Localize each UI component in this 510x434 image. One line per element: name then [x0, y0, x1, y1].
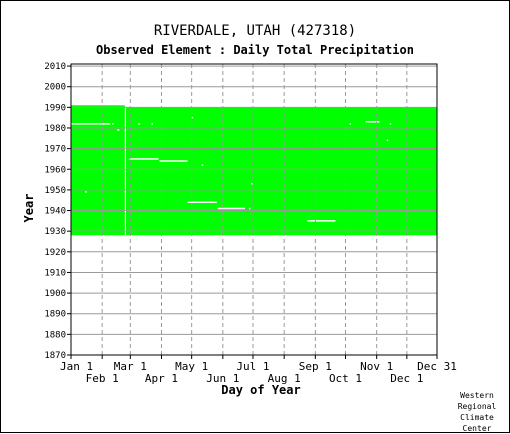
- credit-line: Western: [460, 391, 494, 400]
- x-tick-label: Apr 1: [145, 372, 178, 385]
- missing-segment: [248, 207, 251, 210]
- x-tick-label: Aug 1: [268, 372, 301, 385]
- x-tick-label: Jul 1: [236, 360, 269, 373]
- missing-segment: [386, 139, 389, 142]
- x-tick-label: Dec 1: [390, 372, 423, 385]
- y-tick-label: 1970: [44, 145, 66, 155]
- y-tick-label: 1930: [44, 227, 66, 237]
- x-tick-label: Feb 1: [86, 372, 119, 385]
- missing-segment: [138, 123, 140, 125]
- missing-segment: [349, 123, 352, 125]
- x-tick-label: Mar 1: [114, 360, 147, 373]
- missing-segment: [389, 123, 392, 125]
- y-tick-label: 1920: [44, 248, 66, 258]
- missing-segment: [191, 116, 194, 119]
- missing-segment: [365, 121, 380, 123]
- x-tick-label: Jun 1: [206, 372, 239, 385]
- credit-line: Climate: [460, 413, 494, 422]
- x-tick-label: Oct 1: [329, 372, 362, 385]
- credit-line: Regional: [457, 402, 497, 411]
- y-tick-label: 1960: [44, 165, 66, 175]
- missing-day-line: [124, 105, 126, 236]
- y-tick-label: 1980: [44, 124, 66, 134]
- y-tick-label: 1890: [44, 310, 66, 320]
- x-tick-label: Dec 31: [417, 360, 457, 373]
- missing-segment: [151, 123, 153, 125]
- y-tick-label: 1940: [44, 207, 66, 217]
- y-tick-label: 1910: [44, 268, 66, 278]
- y-tick-label: 1990: [44, 103, 66, 113]
- y-tick-label: 1900: [44, 289, 66, 299]
- chart-title: RIVERDALE, UTAH (427318): [153, 23, 357, 39]
- plot-area: [71, 64, 438, 355]
- y-tick-label: 1870: [44, 351, 66, 361]
- credit-line: Center: [462, 424, 492, 433]
- missing-segment: [117, 129, 120, 131]
- y-tick-label: 1880: [44, 330, 66, 340]
- plot-border: [70, 63, 438, 356]
- missing-segment: [159, 160, 188, 162]
- chart-subtitle: Observed Element : Daily Total Precipita…: [96, 43, 414, 57]
- missing-segment: [71, 123, 111, 125]
- missing-data-layer: [71, 105, 392, 236]
- x-tick-label: Nov 1: [360, 360, 393, 373]
- grid-layer: [71, 64, 437, 356]
- data-coverage-block: [125, 107, 438, 236]
- x-tick-label: Sep 1: [299, 360, 332, 373]
- missing-segment: [250, 182, 253, 185]
- missing-segment: [217, 207, 245, 210]
- y-tick-label: 1950: [44, 186, 66, 196]
- missing-segment: [85, 191, 87, 193]
- missing-segment: [201, 164, 204, 166]
- x-axis-label: Day of Year: [221, 383, 300, 397]
- x-tick-label: May 1: [175, 360, 208, 373]
- y-axis-label: Year: [22, 194, 36, 223]
- data-coverage-block: [71, 105, 126, 236]
- credit-text: Western Regional Climate Center: [452, 390, 502, 434]
- y-axis: 1870 1880 1890 1900 1910 1920 1930 1940 1950 1960…: [44, 62, 71, 361]
- y-tick-label: 2000: [44, 83, 66, 93]
- missing-segment: [129, 158, 159, 160]
- missing-segment: [112, 123, 114, 125]
- missing-segment: [187, 201, 217, 204]
- y-tick-label: 2010: [44, 62, 66, 72]
- x-tick-label: Jan 1: [60, 360, 93, 373]
- missing-segment: [307, 220, 336, 222]
